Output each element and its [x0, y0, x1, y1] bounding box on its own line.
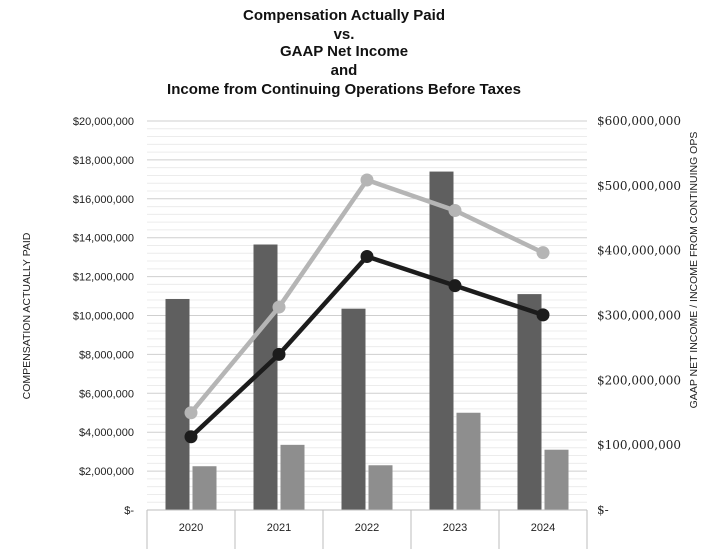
series-point	[536, 246, 550, 260]
bar	[429, 171, 454, 510]
y2-tick-label: $500,000,000	[597, 179, 681, 193]
x-tick-label: 2023	[443, 522, 467, 534]
x-tick-label: 2024	[531, 522, 555, 534]
y-tick-label: $12,000,000	[73, 272, 134, 284]
y2-tick-label: $400,000,000	[597, 244, 681, 258]
y-tick-label: $14,000,000	[73, 233, 134, 245]
bar	[341, 308, 366, 510]
y2-tick-label: $600,000,000	[597, 114, 681, 128]
y2-tick-label: $100,000,000	[597, 438, 681, 452]
y2-axis-label: GAAP NET INCOME / INCOME FROM CONTINUING…	[688, 132, 700, 409]
series-point	[360, 250, 374, 264]
gridlines	[147, 120, 587, 511]
chart-title: Compensation Actually Paid vs.GAAP Net In…	[167, 7, 521, 98]
y2-tick-label: $-	[597, 503, 609, 517]
bar	[456, 412, 481, 510]
y-axis-label: COMPENSATION ACTUALLY PAID	[21, 232, 33, 399]
series-point	[184, 406, 198, 420]
bar	[165, 298, 190, 510]
y-tick-label: $20,000,000	[73, 116, 134, 128]
lines	[184, 173, 550, 444]
series-point	[448, 279, 462, 293]
series-point	[272, 347, 286, 361]
bar	[517, 294, 542, 510]
series-point	[272, 300, 286, 314]
title-line: Income from Continuing Operations Before…	[167, 81, 521, 98]
y-tick-label: $2,000,000	[79, 466, 134, 478]
y-tick-label: $10,000,000	[73, 311, 134, 323]
x-tick-label: 2020	[179, 522, 203, 534]
y-tick-label: $4,000,000	[79, 427, 134, 439]
y2-tick-label: $300,000,000	[597, 309, 681, 323]
series-point	[360, 173, 374, 187]
bar	[280, 444, 305, 510]
bar	[368, 465, 393, 510]
title-line: and	[331, 62, 358, 79]
y-tick-label: $-	[124, 505, 134, 517]
bar	[544, 449, 569, 510]
series-point	[184, 430, 198, 444]
x-tick-label: 2022	[355, 522, 379, 534]
y-tick-label: $18,000,000	[73, 155, 134, 167]
bars	[165, 171, 569, 510]
x-tick-label: 2021	[267, 522, 291, 534]
y-tick-label: $8,000,000	[79, 349, 134, 361]
title-line: Compensation Actually Paid	[243, 7, 445, 24]
title-line: GAAP Net Income	[280, 43, 408, 60]
y2-tick-label: $200,000,000	[597, 373, 681, 387]
series-point	[448, 203, 462, 217]
right-axis-ticks: $- $100,000,000 $200,000,000 $300,000,000 $4…	[597, 114, 681, 517]
y-tick-label: $6,000,000	[79, 388, 134, 400]
series-point	[536, 308, 550, 322]
bar	[192, 466, 217, 510]
left-axis-ticks: $- $2,000,000 $4,000,000 $6,000,000 $8,000,0…	[73, 116, 135, 517]
title-line: vs.	[334, 26, 355, 43]
x-axis: 2020 2021 2022 2023 2024	[146, 509, 588, 549]
y-tick-label: $16,000,000	[73, 194, 134, 206]
